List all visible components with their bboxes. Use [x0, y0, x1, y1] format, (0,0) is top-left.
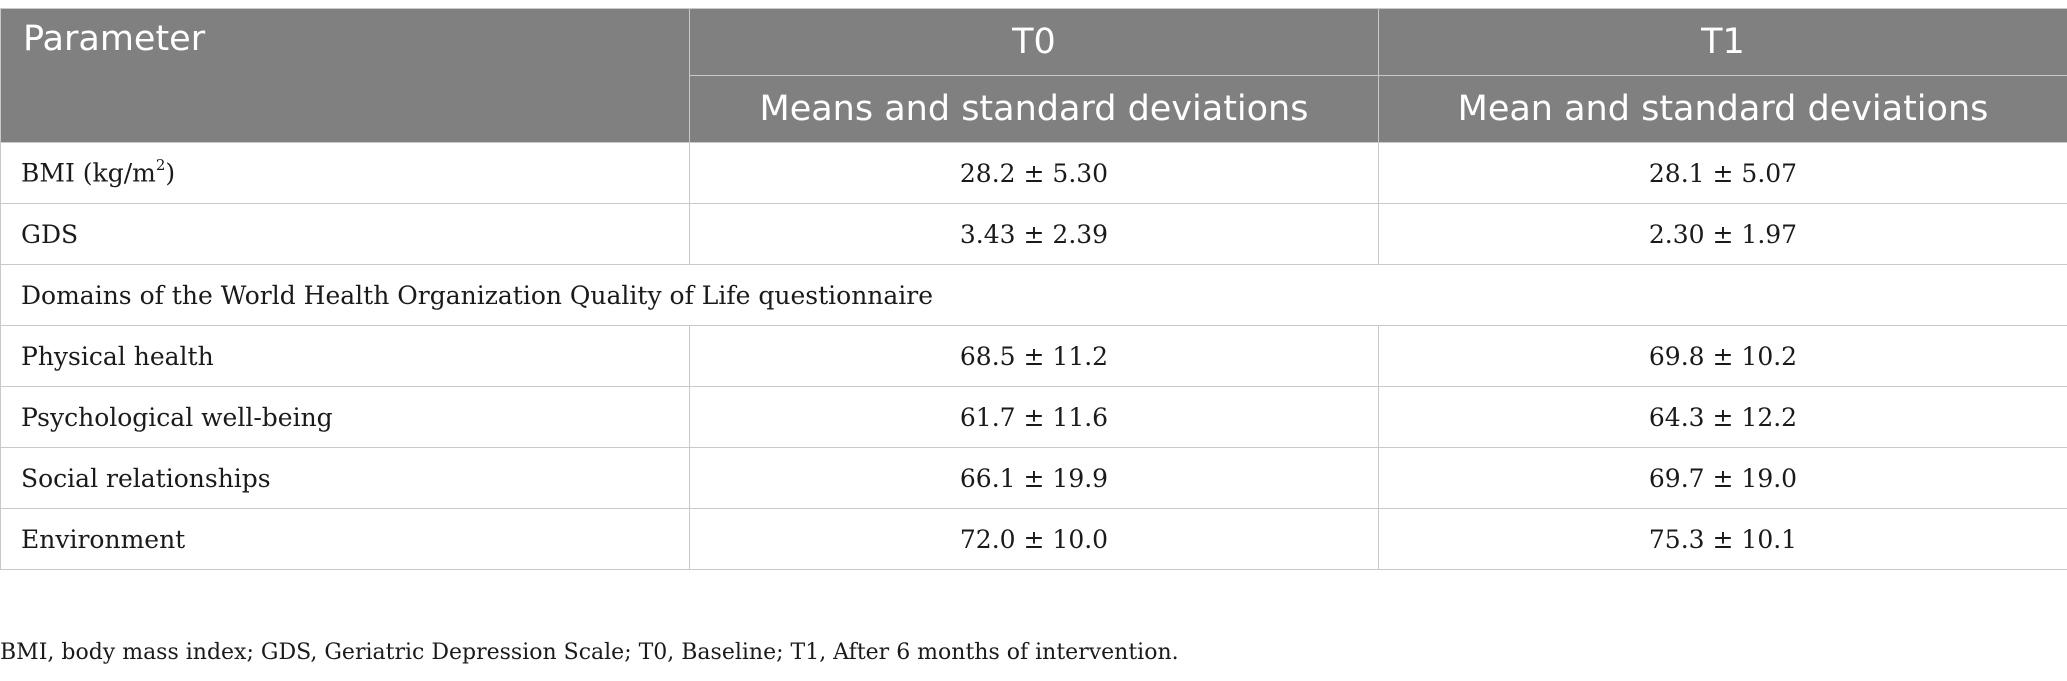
table-footnote: BMI, body mass index; GDS, Geriatric Dep… [0, 640, 1179, 665]
column-header-t0: T0 [689, 8, 1379, 76]
column-subheader-t1: Mean and standard deviations [1378, 75, 2067, 143]
table-row-gds: GDS 3.43 ± 2.39 2.30 ± 1.97 [0, 203, 2067, 265]
cell-social-t1: 69.7 ± 19.0 [1378, 447, 2067, 509]
cell-gds-t0: 3.43 ± 2.39 [689, 203, 1379, 265]
row-label-environment: Environment [0, 508, 690, 570]
column-header-parameter: Parameter [0, 8, 690, 143]
table-row-social: Social relationships 66.1 ± 19.9 69.7 ± … [0, 447, 2067, 509]
column-header-t1: T1 [1378, 8, 2067, 76]
cell-social-t0: 66.1 ± 19.9 [689, 447, 1379, 509]
section-label-whoqol: Domains of the World Health Organization… [0, 264, 2067, 326]
cell-gds-t1: 2.30 ± 1.97 [1378, 203, 2067, 265]
results-table-container: Parameter T0 T1 Means and standard devia… [0, 8, 2067, 570]
table-row-environment: Environment 72.0 ± 10.0 75.3 ± 10.1 [0, 508, 2067, 570]
row-label-gds: GDS [0, 203, 690, 265]
row-label-physical-health: Physical health [0, 325, 690, 387]
table-row-psychological: Psychological well-being 61.7 ± 11.6 64.… [0, 386, 2067, 448]
row-label-bmi: BMI (kg/m2) [0, 142, 690, 204]
cell-physical-health-t0: 68.5 ± 11.2 [689, 325, 1379, 387]
row-label-bmi-close: ) [165, 158, 176, 188]
table-row-section-whoqol: Domains of the World Health Organization… [0, 264, 2067, 326]
cell-physical-health-t1: 69.8 ± 10.2 [1378, 325, 2067, 387]
cell-bmi-t0: 28.2 ± 5.30 [689, 142, 1379, 204]
column-subheader-t0: Means and standard deviations [689, 75, 1379, 143]
table-header: Parameter T0 T1 Means and standard devia… [0, 8, 2067, 143]
header-row-sub: Means and standard deviations Mean and s… [1, 75, 2067, 143]
table-body: BMI (kg/m2) 28.2 ± 5.30 28.1 ± 5.07 GDS … [0, 142, 2067, 570]
cell-psychological-t0: 61.7 ± 11.6 [689, 386, 1379, 448]
cell-environment-t1: 75.3 ± 10.1 [1378, 508, 2067, 570]
header-row-top: Parameter T0 T1 [0, 8, 2067, 143]
cell-environment-t0: 72.0 ± 10.0 [689, 508, 1379, 570]
cell-psychological-t1: 64.3 ± 12.2 [1378, 386, 2067, 448]
table-row-bmi: BMI (kg/m2) 28.2 ± 5.30 28.1 ± 5.07 [0, 142, 2067, 204]
row-label-bmi-text: BMI (kg/m [21, 158, 156, 188]
table-row-physical-health: Physical health 68.5 ± 11.2 69.8 ± 10.2 [0, 325, 2067, 387]
row-label-psychological: Psychological well-being [0, 386, 690, 448]
cell-bmi-t1: 28.1 ± 5.07 [1378, 142, 2067, 204]
row-label-social: Social relationships [0, 447, 690, 509]
results-table: Parameter T0 T1 Means and standard devia… [0, 8, 2067, 570]
row-label-bmi-superscript: 2 [155, 156, 166, 175]
